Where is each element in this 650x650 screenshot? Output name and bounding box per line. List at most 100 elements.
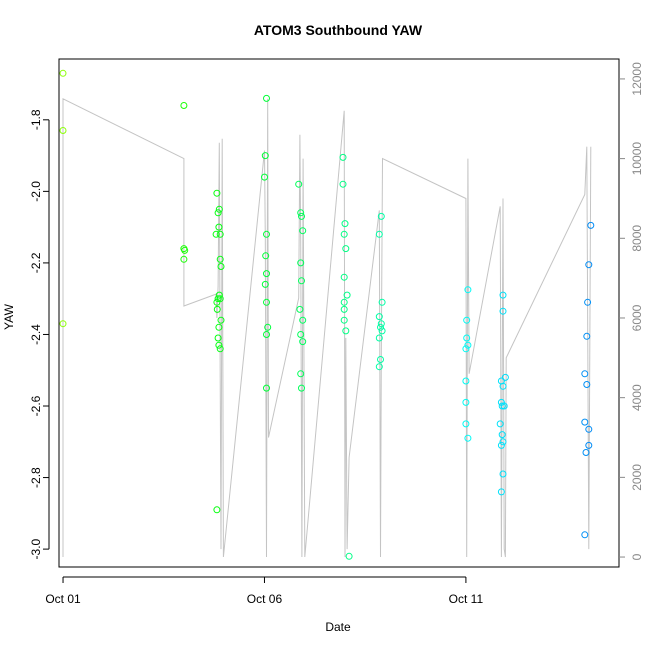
data-point	[581, 531, 589, 539]
data-point	[340, 316, 348, 324]
data-point	[264, 323, 272, 331]
chart-title: ATOM3 Southbound YAW	[254, 22, 423, 38]
data-point	[180, 102, 188, 109]
data-point	[214, 334, 222, 342]
data-point	[340, 230, 348, 238]
data-point	[339, 153, 347, 161]
x-axis: Oct 01 Oct 06 Oct 11	[45, 576, 483, 606]
data-point	[181, 246, 189, 254]
data-point	[375, 334, 383, 342]
data-point	[263, 94, 270, 102]
data-point	[298, 212, 305, 220]
data-point	[581, 418, 589, 426]
data-point	[375, 313, 383, 321]
data-point	[59, 320, 67, 328]
data-point	[216, 345, 224, 353]
data-point	[583, 332, 591, 340]
points-layer	[59, 69, 595, 560]
data-point	[582, 449, 590, 456]
data-point	[261, 280, 269, 288]
data-point	[215, 323, 223, 331]
data-point	[340, 298, 348, 306]
data-point	[375, 230, 383, 238]
y-tick-label: -2.6	[29, 395, 43, 416]
y2-tick-label: 2000	[630, 464, 644, 491]
data-point	[462, 377, 470, 385]
data-point	[499, 307, 507, 315]
data-point	[217, 316, 225, 324]
data-point	[497, 441, 505, 449]
data-point	[378, 327, 386, 335]
data-point	[339, 180, 347, 188]
y-axis: -3.0 -2.8 -2.6 -2.4 -2.2 -2.0 -1.8	[29, 109, 50, 559]
data-point	[498, 402, 506, 410]
x-tick-label: Oct 01	[45, 592, 81, 606]
data-point	[377, 320, 385, 328]
data-point	[463, 334, 471, 342]
data-point	[298, 384, 305, 392]
y-tick-label: -2.8	[29, 467, 43, 488]
data-point	[462, 398, 470, 406]
data-point	[263, 230, 270, 238]
y-tick-label: -2.0	[29, 181, 43, 202]
data-point	[499, 382, 507, 390]
data-point	[263, 298, 270, 306]
y2-tick-label: 8000	[630, 225, 644, 252]
data-point	[464, 434, 472, 442]
data-point	[378, 298, 386, 306]
y2-tick-label: 6000	[630, 304, 644, 331]
data-point	[585, 261, 593, 269]
data-point	[499, 291, 507, 299]
data-point	[262, 252, 270, 260]
data-point	[213, 305, 221, 313]
plot-frame	[58, 58, 620, 568]
data-point	[59, 69, 67, 77]
data-point	[342, 245, 350, 253]
data-point	[341, 220, 349, 228]
data-point	[345, 552, 353, 560]
data-point	[581, 370, 589, 378]
data-point	[59, 127, 67, 134]
data-point	[214, 209, 222, 217]
data-point	[297, 209, 305, 217]
y-tick-label: -2.4	[29, 324, 43, 345]
data-point	[295, 180, 303, 188]
data-point	[216, 255, 224, 263]
data-point	[340, 273, 348, 281]
data-point	[377, 323, 384, 331]
data-point	[464, 341, 472, 349]
data-point	[215, 223, 223, 231]
data-point	[462, 420, 470, 428]
data-point	[215, 291, 223, 299]
data-point	[375, 363, 383, 371]
data-point	[263, 384, 270, 392]
data-point	[213, 506, 221, 514]
data-point	[297, 370, 305, 378]
data-point	[261, 173, 268, 181]
data-point	[216, 230, 224, 238]
data-point	[463, 316, 471, 324]
secondary-y-axis: 0 2000 4000 6000 8000 10000 12000	[619, 62, 644, 560]
count-series-line	[62, 97, 592, 558]
data-point	[212, 230, 220, 238]
y-tick-label: -1.8	[29, 109, 43, 130]
data-point	[213, 189, 221, 197]
data-point	[500, 402, 508, 410]
y2-tick-label: 12000	[630, 62, 644, 96]
data-point	[499, 470, 507, 478]
data-point	[215, 205, 223, 213]
data-point	[499, 438, 507, 446]
data-point	[298, 277, 305, 285]
data-point	[180, 255, 188, 263]
data-point	[377, 356, 384, 363]
data-point	[263, 331, 270, 338]
data-point	[340, 305, 348, 313]
y-axis-label: YAW	[2, 303, 16, 330]
data-point	[343, 291, 351, 299]
y2-tick-label: 0	[630, 553, 644, 560]
data-point	[215, 341, 223, 349]
data-point	[464, 286, 472, 294]
data-point	[299, 316, 307, 324]
data-point	[377, 212, 385, 220]
